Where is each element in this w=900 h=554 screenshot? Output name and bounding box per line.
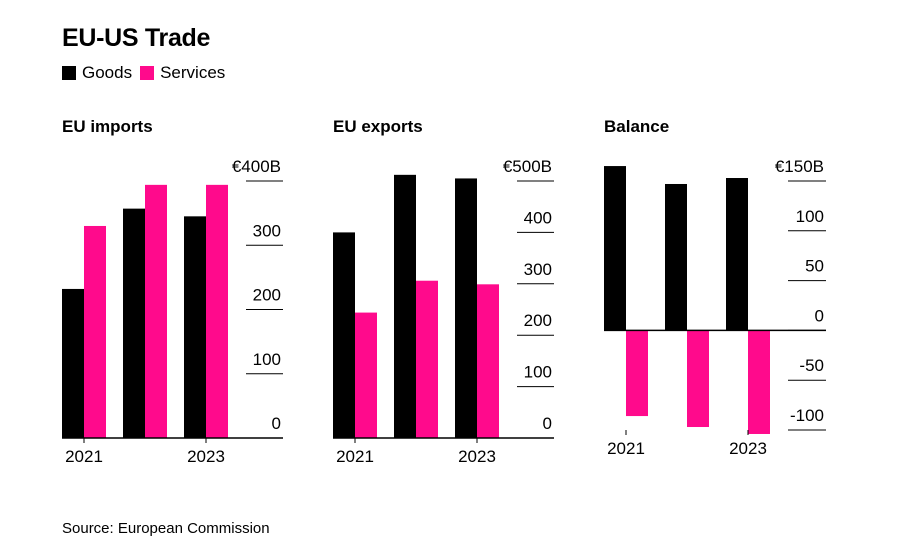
y-tick-label-exports: 0 [543,414,552,433]
bar-exports-services-2021 [355,312,377,438]
x-tick-label-exports: 2023 [458,447,496,466]
bar-imports-services-2022 [145,184,167,438]
legend-label-goods: Goods [82,63,133,82]
x-tick-label-exports: 2021 [336,447,374,466]
panel-title-balance: Balance [604,117,669,136]
bar-balance-services-2023 [748,330,770,434]
bar-balance-goods-2023 [726,178,748,331]
bar-imports-services-2021 [84,225,106,438]
bar-imports-goods-2023 [184,216,206,438]
bar-imports-services-2023 [206,184,228,438]
legend-label-services: Services [160,63,226,82]
y-tick-label-balance: -50 [799,356,824,375]
y-tick-label-balance: 100 [796,207,824,226]
y-tick-label-exports: 100 [524,363,552,382]
bar-balance-services-2021 [626,330,648,417]
y-tick-label-exports: €500B [503,157,552,176]
legend: Goods Services [62,63,233,83]
legend-swatch-goods [62,66,76,80]
y-tick-label-balance: 0 [815,306,824,325]
x-tick-label-balance: 2021 [607,439,645,458]
x-tick-label-balance: 2023 [729,439,767,458]
bar-imports-goods-2021 [62,288,84,438]
legend-item-goods: Goods [62,63,132,83]
bar-balance-goods-2021 [604,166,626,331]
chart-title: EU-US Trade [62,24,211,52]
bar-imports-goods-2022 [123,208,145,438]
y-tick-label-exports: 200 [524,311,552,330]
bar-exports-goods-2022 [394,174,416,438]
y-tick-label-exports: 300 [524,260,552,279]
y-tick-label-imports: 300 [253,221,281,240]
panel-title-exports: EU exports [333,117,423,136]
y-tick-label-balance: -100 [790,406,824,425]
y-tick-label-imports: 200 [253,286,281,305]
legend-item-services: Services [140,63,225,83]
legend-swatch-services [140,66,155,80]
bar-exports-services-2023 [477,284,499,438]
bar-exports-goods-2023 [455,178,477,438]
y-tick-label-imports: 100 [253,350,281,369]
bar-exports-services-2022 [416,280,438,438]
y-tick-label-balance: €150B [775,157,824,176]
y-tick-label-balance: 50 [805,257,824,276]
bar-exports-goods-2021 [333,232,355,438]
y-tick-label-imports: €400B [232,157,281,176]
source-note: Source: European Commission [62,520,270,537]
y-tick-label-imports: 0 [272,414,281,433]
y-tick-label-exports: 400 [524,208,552,227]
bar-balance-services-2022 [687,330,709,428]
panel-title-imports: EU imports [62,117,153,136]
x-tick-label-imports: 2021 [65,447,103,466]
bar-balance-goods-2022 [665,183,687,331]
x-tick-label-imports: 2023 [187,447,225,466]
